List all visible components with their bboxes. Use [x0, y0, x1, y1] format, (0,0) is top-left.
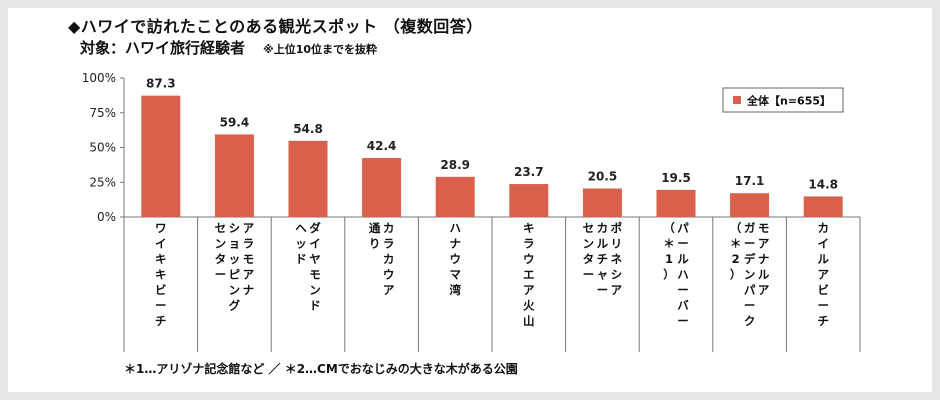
- bar: [435, 176, 475, 217]
- bar: [362, 158, 402, 217]
- data-label: 42.4: [367, 139, 397, 153]
- legend-swatch: [733, 96, 741, 104]
- bar: [582, 188, 622, 217]
- data-label: 20.5: [588, 170, 618, 184]
- y-tick-label: 75%: [89, 106, 116, 120]
- bar: [214, 134, 254, 217]
- category-label: キラウエア火山: [523, 221, 535, 328]
- subtitle-text: 対象：ハワイ旅行経験者: [80, 39, 246, 57]
- bar: [288, 140, 328, 217]
- legend-box: [722, 87, 844, 113]
- y-tick-label: 50%: [89, 141, 116, 155]
- category-label: ワイキキビーチ: [155, 221, 167, 328]
- subtitle-note: ※上位10位までを抜粋: [263, 43, 378, 56]
- category-label: （＊ 2）: [730, 221, 742, 282]
- category-label: モアナルア: [758, 221, 770, 297]
- category-label: パールハーバー: [677, 221, 689, 328]
- category-label: アラモアナ: [243, 221, 255, 297]
- category-label: ポリネシア: [611, 221, 623, 297]
- footnote: ＊1…アリゾナ記念館など ／ ＊2…CMでおなじみの大きな木がある公園: [124, 362, 518, 376]
- y-tick-label: 0%: [97, 210, 116, 224]
- data-label: 87.3: [146, 77, 176, 91]
- category-label: 通り: [369, 221, 381, 251]
- y-tick-label: 100%: [82, 71, 116, 85]
- bar: [656, 189, 696, 217]
- bar: [803, 196, 843, 217]
- category-label: ショッピング: [229, 221, 241, 313]
- data-label: 19.5: [661, 171, 691, 185]
- category-label: （＊ 1）: [663, 221, 675, 282]
- bar: [509, 184, 549, 217]
- category-label: ガーデンパーク: [744, 221, 756, 328]
- category-label: センター: [215, 221, 227, 282]
- data-label: 17.1: [735, 174, 765, 188]
- y-tick-label: 25%: [89, 175, 116, 189]
- category-label: カイルアビーチ: [817, 221, 829, 328]
- data-label: 28.9: [440, 158, 470, 172]
- data-label: 23.7: [514, 165, 544, 179]
- chart-title: ◆ハワイで訪れたことのある観光スポット （複数回答）: [68, 17, 483, 36]
- legend-label: 全体【n=655】: [746, 94, 831, 108]
- chart-subtitle: 対象：ハワイ旅行経験者 ※上位10位までを抜粋: [80, 37, 377, 58]
- bar: [141, 95, 181, 217]
- category-label: センター: [583, 221, 595, 282]
- category-label: カルチャー: [597, 221, 609, 297]
- data-label: 14.8: [808, 177, 838, 191]
- data-label: 54.8: [293, 122, 323, 136]
- data-label: 59.4: [220, 115, 250, 129]
- bar: [730, 193, 770, 217]
- category-label: ハナウマ湾: [449, 221, 461, 297]
- category-label: ヘッド: [295, 221, 307, 266]
- category-label: ダイヤモンド: [309, 221, 321, 313]
- category-label: カラカウア: [383, 221, 395, 297]
